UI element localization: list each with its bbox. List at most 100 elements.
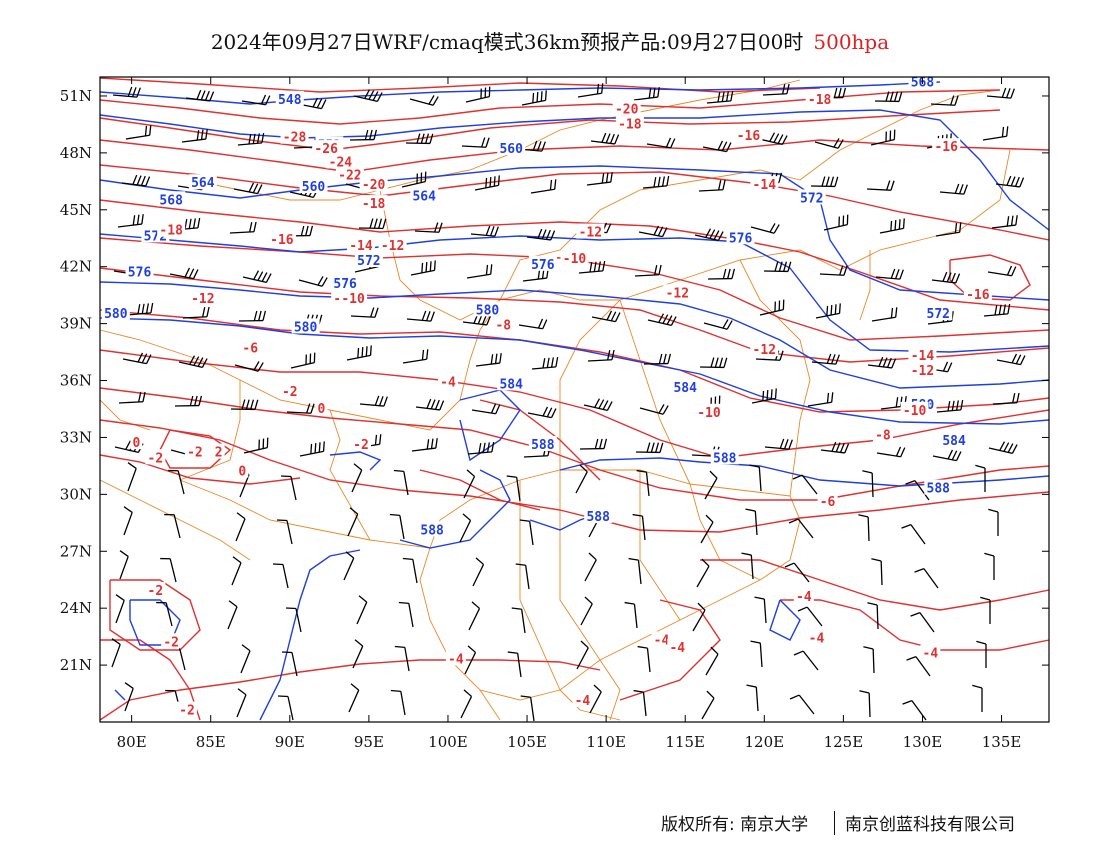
wind-barb (115, 594, 125, 624)
wind-barb (470, 225, 499, 237)
lon-axis: 80E 85E 90E 95E 100E 105E 110E 115E 120E 125E 130E… (117, 77, 1021, 751)
lon-tick-label: 120E (745, 733, 785, 751)
wind-barb (879, 218, 905, 234)
lat-tick-label: 48N (60, 144, 92, 162)
temperature-contour-label-bg (750, 341, 779, 357)
lat-tick-label: 51N (60, 87, 92, 105)
temperature-contour-label: -18 (618, 117, 642, 132)
wind-barb (584, 552, 597, 582)
title-level: 500hpa (813, 30, 890, 54)
temperature-contour-label: -10 (903, 404, 927, 419)
height-contour-label: 588 (420, 523, 444, 538)
wind-barb (995, 175, 1025, 188)
height-contour-label: 564 (412, 190, 436, 205)
wind-barb (863, 646, 875, 674)
wind-barb (459, 513, 472, 543)
temperature-contour-label-bg (437, 373, 458, 389)
wind-barb (637, 645, 651, 673)
lat-tick-label: 30N (60, 485, 92, 503)
wind-barb (636, 469, 650, 497)
temperature-contour-label: -20 (615, 102, 639, 117)
wind-barb (351, 463, 363, 493)
wind-barb (174, 395, 203, 407)
wind-barb (414, 222, 443, 233)
wind-barb (867, 356, 897, 369)
wind-barb (236, 688, 247, 718)
lat-axis: 51N 48N 45N 42N 39N 36N 33N 30N 27N 24N 21N (60, 87, 1049, 674)
wind-barb (987, 265, 1017, 277)
temperature-contour (99, 164, 1050, 241)
wind-barb (642, 175, 670, 189)
height-contour-label: 564 (191, 176, 215, 191)
wind-barb (415, 398, 445, 411)
wind-barb (699, 357, 728, 369)
border-line (619, 299, 691, 485)
wind-barb (901, 523, 926, 545)
temperature-contour (99, 109, 1001, 151)
lat-tick-label: 33N (60, 428, 92, 446)
temperature-contour-label-bg (806, 629, 827, 645)
wind-barb (704, 470, 718, 500)
height-contour-label-bg (940, 432, 969, 448)
wind-barb (750, 640, 763, 668)
wind-barb (118, 391, 146, 404)
wind-barb (867, 602, 879, 630)
wind-barb (983, 303, 1011, 317)
height-contour (99, 165, 1050, 301)
wind-barb (240, 644, 251, 674)
temperature-contour-label-bg (900, 401, 929, 417)
wind-barb (531, 356, 559, 370)
wind-barb (632, 513, 646, 541)
wind-barb (169, 267, 199, 280)
wind-barb (520, 695, 535, 722)
temperature-contour-label: -10 (697, 406, 721, 421)
lat-tick-label: 45N (60, 201, 92, 219)
wind-barb (876, 446, 906, 458)
wind-barb (692, 602, 706, 632)
wind-barb (277, 695, 294, 721)
wind-barb (814, 138, 844, 149)
temperature-contour-label-bg (184, 443, 205, 459)
temperature-contour-label-bg (445, 650, 466, 666)
wind-barb (112, 86, 141, 98)
height-contour-label-bg (528, 255, 557, 271)
temperature-contour-label-bg (280, 128, 309, 144)
temperature-contour-label-bg (932, 138, 961, 154)
wind-barb (807, 392, 834, 407)
height-contour-label: 576 (531, 258, 555, 273)
wind-barb (815, 303, 841, 319)
height-contour-label: 560 (499, 142, 523, 157)
wind-barb (519, 519, 534, 546)
temperature-contour-label-bg (346, 236, 375, 252)
height-contour-label: 548 (278, 93, 302, 108)
map-frame-bg (100, 77, 1049, 722)
wind-barb (160, 557, 177, 583)
temperature-contour-label-bg (694, 403, 723, 419)
temperature-contour-label-bg (734, 126, 763, 142)
lon-tick-label: 95E (354, 733, 384, 751)
temperature-contour (780, 599, 1050, 651)
wind-barb (467, 441, 495, 455)
wind-barb (758, 132, 788, 146)
wind-barb (701, 690, 715, 720)
border-line (599, 659, 621, 721)
temperature-contour-label: -12 (381, 239, 404, 254)
wind-barb (819, 265, 848, 276)
height-contour-label: 584 (673, 381, 697, 396)
wind-barb (164, 513, 181, 539)
temperature-contour-label-bg (176, 701, 197, 717)
temperature-contour-label-bg (793, 587, 814, 603)
temperature-contour (99, 387, 1050, 501)
wind-barb (127, 462, 137, 492)
wind-barb (635, 442, 664, 454)
height-contour-label: 588 (531, 438, 555, 453)
temperature-contour-label: -22 (338, 169, 361, 184)
wind-barb (119, 550, 129, 580)
wind-barb (991, 215, 1018, 229)
wind-barb (589, 684, 602, 714)
wind-barb (749, 464, 762, 492)
temperature-contour-label: -10 (563, 252, 587, 267)
height-contour-label-bg (710, 449, 739, 465)
border-line (859, 250, 871, 321)
height-contour-label: 588 (586, 510, 610, 525)
